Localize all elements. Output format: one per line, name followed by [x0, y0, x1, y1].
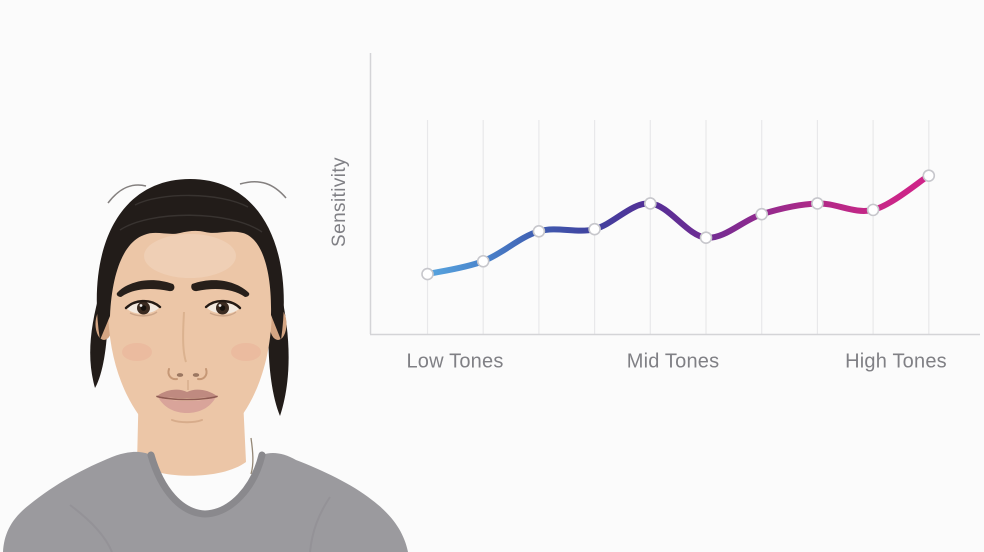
data-point-7	[755, 207, 769, 221]
eye-right	[204, 299, 242, 317]
nose	[167, 311, 208, 390]
lip-lower	[158, 397, 216, 413]
tshirt-fold-left	[69, 504, 113, 552]
eye-right-highlight	[218, 304, 222, 307]
x-tick-label-low-tones: Low Tones	[406, 350, 504, 373]
hair-sheen	[119, 194, 263, 233]
tshirt	[3, 451, 408, 552]
eye-left-lower	[129, 311, 158, 317]
chin-shadow	[171, 419, 203, 424]
data-point-10	[922, 169, 936, 182]
eye-right-lower	[209, 311, 237, 317]
hair	[96, 179, 284, 340]
eye-left-lid	[124, 299, 162, 310]
eye-left	[124, 299, 162, 317]
cheek-left	[122, 343, 152, 361]
hair-flyaway-right	[239, 180, 287, 199]
face	[107, 195, 272, 452]
lip-upper	[157, 389, 217, 399]
data-point-4	[588, 222, 601, 236]
mouth-line	[156, 395, 218, 401]
x-tick-label-mid-tones: Mid Tones	[626, 350, 720, 373]
data-point-3	[532, 224, 546, 238]
data-point-8	[811, 197, 824, 210]
hair-flyaway-left	[107, 184, 147, 204]
eye-right-lid	[204, 299, 242, 310]
nose-bridge	[182, 311, 187, 363]
eyebrow-right	[191, 280, 250, 297]
cheek-right	[231, 343, 261, 361]
mouth	[156, 389, 218, 424]
sensitivity-line	[424, 172, 932, 278]
y-axis-label: Sensitivity	[329, 157, 350, 247]
nostril-left	[176, 373, 184, 377]
data-point-6	[699, 231, 713, 244]
tshirt-collar	[147, 451, 266, 518]
eye-left-highlight	[139, 304, 143, 307]
eye-right-pupil	[219, 305, 226, 311]
person	[3, 179, 408, 552]
eyebrow-left	[116, 280, 175, 297]
tshirt-fold-right	[309, 496, 331, 552]
data-point-5	[643, 197, 657, 210]
nose-wing-right	[197, 368, 208, 381]
nose-wing-left	[167, 368, 178, 381]
nostril-right	[192, 373, 200, 377]
forehead-highlight	[144, 234, 236, 278]
x-tick-label-high-tones: High Tones	[845, 350, 947, 373]
data-point-1	[421, 267, 434, 281]
data-point-9	[866, 203, 880, 217]
data-point-2	[476, 254, 490, 268]
necklace-cord	[250, 437, 254, 475]
eye-left-pupil	[140, 305, 147, 311]
